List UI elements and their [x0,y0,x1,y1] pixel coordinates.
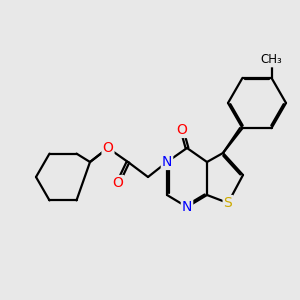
Text: O: O [103,141,113,155]
Text: N: N [162,155,172,169]
Text: O: O [112,176,123,190]
Text: CH₃: CH₃ [261,53,282,66]
Text: N: N [182,200,192,214]
Text: S: S [224,196,232,210]
Text: O: O [177,123,188,137]
